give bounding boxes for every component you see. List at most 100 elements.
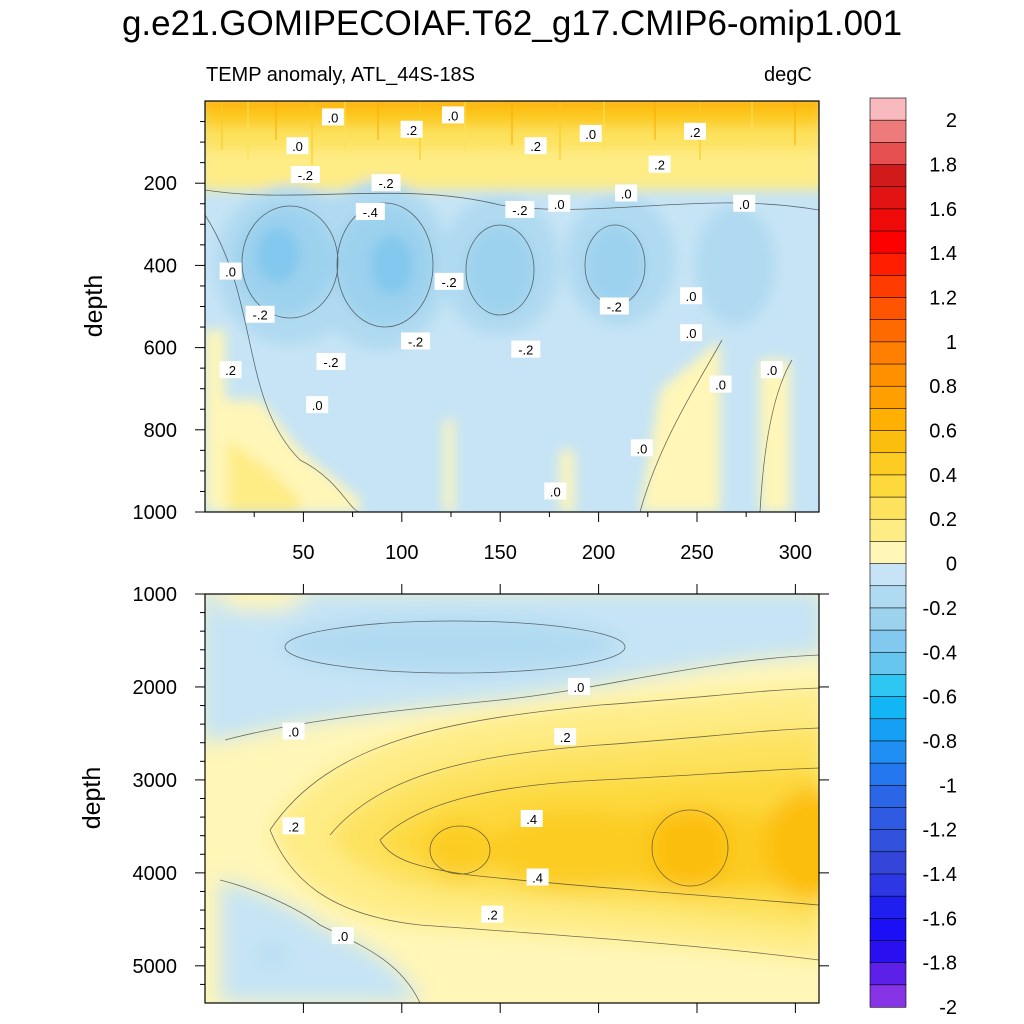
page-title: g.e21.GOMIPECOIAF.T62_g17.CMIP6-omip1.00… bbox=[121, 4, 903, 43]
colorbar-swatch bbox=[869, 275, 907, 299]
upper-panel-fill bbox=[205, 101, 819, 512]
colorbar-swatch bbox=[869, 408, 907, 432]
colorbar-swatch bbox=[869, 784, 907, 809]
lower-contour-label-box bbox=[526, 868, 549, 886]
upper-x-tick-label: 100 bbox=[385, 542, 418, 564]
lower-contour-labels: .0 .0 .2 .2 .4 .4 .2 .0 bbox=[282, 677, 590, 945]
upper-contour-label-box bbox=[733, 194, 756, 212]
upper-contour-label-box bbox=[400, 120, 423, 138]
upper-y-axis-title: depth bbox=[80, 275, 108, 338]
colorbar-label: 0.6 bbox=[929, 421, 957, 443]
colorbar-label: -1.4 bbox=[923, 864, 957, 886]
colorbar-swatch bbox=[869, 740, 907, 764]
upper-contour-label: .0 bbox=[636, 441, 647, 456]
colorbar-label: 1 bbox=[946, 332, 957, 354]
lower-contour-label-box bbox=[282, 722, 305, 740]
lower-panel-fill bbox=[205, 594, 819, 1003]
upper-contour-label: .0 bbox=[739, 197, 750, 212]
colorbar-swatch bbox=[869, 585, 907, 609]
upper-contour-label: -.2 bbox=[607, 300, 622, 315]
upper-contour-label: -.2 bbox=[441, 275, 456, 290]
upper-axes: 50 100 150 200 250 300 200 400 600 800 1000 bbox=[133, 121, 812, 564]
colorbar-swatch bbox=[869, 563, 907, 587]
lower-contour-label: .0 bbox=[337, 929, 348, 944]
colorbar: 2 1.8 1.6 1.4 1.2 1 0.8 0.6 0.4 0.2 0 -0.2 -0.4 -0.6 -… bbox=[869, 97, 957, 1019]
units-label: degC bbox=[764, 64, 812, 86]
lower-contour-label-box bbox=[520, 809, 543, 827]
upper-contour-label: .0 bbox=[585, 127, 596, 142]
upper-contour-label: .0 bbox=[327, 110, 338, 125]
colorbar-label: -1.6 bbox=[923, 908, 957, 930]
upper-contour-label-box bbox=[680, 324, 703, 342]
upper-contour-label-box bbox=[316, 352, 346, 370]
upper-contour-label-box bbox=[630, 439, 653, 457]
colorbar-swatch bbox=[869, 629, 907, 653]
colorbar-swatch bbox=[869, 252, 907, 276]
lower-y-tick-label: 1000 bbox=[133, 584, 178, 606]
upper-x-tick-label: 150 bbox=[484, 542, 517, 564]
upper-x-tick-label: 200 bbox=[582, 542, 615, 564]
lower-contour-label-box bbox=[481, 905, 504, 923]
colorbar-swatch bbox=[869, 873, 907, 897]
lower-y-tick-label: 3000 bbox=[133, 770, 178, 792]
upper-contour-label-box bbox=[219, 262, 242, 280]
colorbar-swatch bbox=[869, 851, 907, 875]
upper-contour-label: .2 bbox=[690, 125, 701, 140]
colorbar-swatch bbox=[869, 496, 907, 520]
colorbar-swatch bbox=[869, 984, 907, 1008]
upper-contour-label: -.2 bbox=[512, 203, 527, 218]
colorbar-swatch bbox=[869, 385, 907, 409]
colorbar-label: 2 bbox=[946, 110, 957, 132]
upper-contour-label-box bbox=[680, 287, 703, 305]
upper-contour-label-box bbox=[306, 396, 329, 414]
colorbar-swatch bbox=[869, 164, 907, 188]
colorbar-swatch bbox=[869, 918, 907, 942]
colorbar-swatch bbox=[869, 829, 907, 853]
colorbar-label: 0.2 bbox=[929, 509, 957, 531]
colorbar-swatch bbox=[869, 186, 907, 210]
upper-contour-label-box bbox=[684, 122, 707, 140]
colorbar-swatch bbox=[869, 696, 907, 720]
upper-y-tick-label: 200 bbox=[144, 173, 177, 195]
colorbar-label: 0.4 bbox=[929, 465, 957, 487]
lower-contour-label: .2 bbox=[487, 908, 498, 923]
upper-contour-label: .0 bbox=[715, 378, 726, 393]
colorbar-swatch bbox=[869, 341, 907, 365]
colorbar-label: -2 bbox=[939, 997, 957, 1019]
upper-contour-label: -.2 bbox=[323, 355, 338, 370]
upper-contour-label-box bbox=[321, 108, 344, 126]
lower-y-tick-label: 5000 bbox=[133, 956, 178, 978]
upper-contour-label: .0 bbox=[225, 265, 236, 280]
upper-contour-label: -.2 bbox=[518, 343, 533, 358]
upper-contour-label: .2 bbox=[530, 139, 541, 154]
lower-contour-label: .2 bbox=[288, 819, 299, 834]
colorbar-swatch bbox=[869, 962, 907, 986]
upper-contour-label: .0 bbox=[554, 197, 565, 212]
colorbar-swatch bbox=[869, 940, 907, 964]
lower-y-tick-label: 2000 bbox=[133, 677, 178, 699]
lower-contour-label-box bbox=[567, 677, 590, 695]
upper-x-tick-label: 250 bbox=[680, 542, 713, 564]
upper-contour-label: .0 bbox=[550, 484, 561, 499]
upper-contour-label-box bbox=[245, 305, 275, 323]
lower-y-axis-title: depth bbox=[78, 767, 106, 830]
upper-contour-label: -.2 bbox=[408, 334, 423, 349]
colorbar-swatch bbox=[869, 762, 907, 786]
upper-contour-label-box bbox=[524, 137, 547, 155]
upper-contour-label-box bbox=[286, 137, 309, 155]
upper-contour-label-box bbox=[544, 482, 567, 500]
colorbar-swatch bbox=[869, 430, 907, 454]
colorbar-swatch bbox=[869, 142, 907, 166]
colorbar-label: -0.8 bbox=[923, 731, 957, 753]
upper-contour-label-box bbox=[371, 174, 401, 192]
upper-contour-label-box bbox=[511, 340, 541, 358]
colorbar-swatch bbox=[869, 452, 907, 476]
upper-contour-label-box bbox=[709, 375, 732, 393]
upper-contour-label: -.2 bbox=[298, 168, 313, 183]
upper-contour-label-box bbox=[760, 361, 783, 379]
colorbar-swatch bbox=[869, 895, 907, 919]
colorbar-swatch bbox=[869, 674, 907, 698]
colorbar-swatch bbox=[869, 651, 907, 676]
upper-contour-label: .2 bbox=[654, 158, 665, 173]
